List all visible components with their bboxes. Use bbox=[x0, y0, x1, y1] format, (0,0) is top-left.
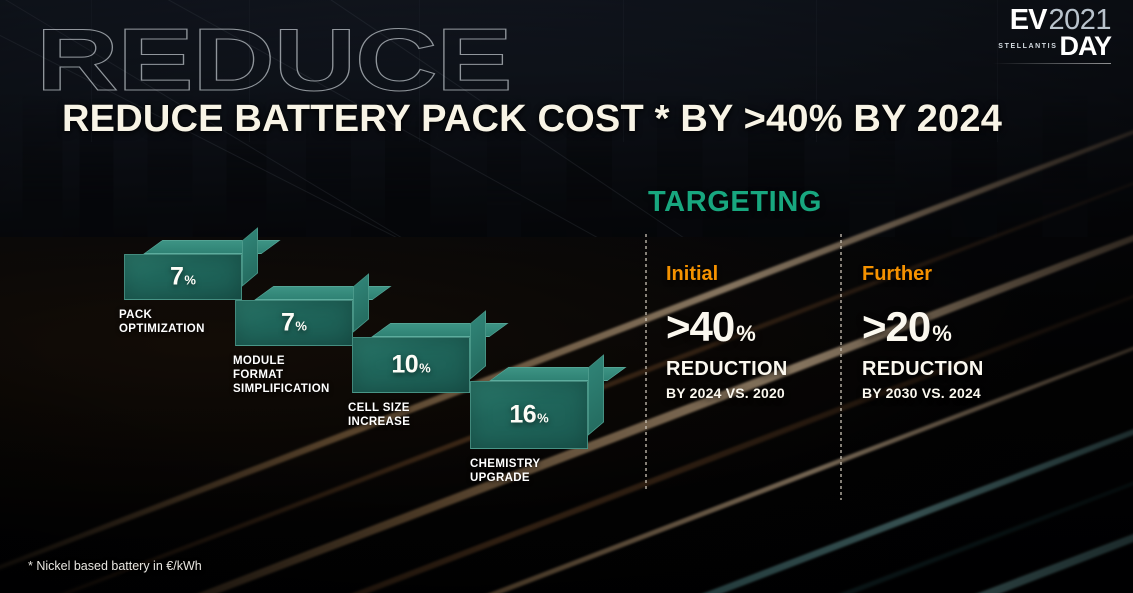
targeting-column-further: Further >20% REDUCTION BY 2030 VS. 2024 bbox=[862, 264, 984, 401]
targeting-kicker: Initial bbox=[666, 263, 719, 285]
targeting-period-label: BY 2030 VS. 2024 bbox=[862, 385, 981, 401]
chart-block-cell-size-increase: 10% CELL SIZE INCREASE bbox=[348, 310, 509, 428]
block-label: PACK OPTIMIZATION bbox=[119, 309, 205, 336]
targeting-heading: TARGETING bbox=[648, 186, 823, 218]
ev-day-logo: EV 2021 STELLANTIS DAY bbox=[993, 4, 1112, 64]
logo-year-text: 2021 bbox=[1048, 4, 1111, 36]
targeting-kicker: Further bbox=[862, 263, 932, 285]
block-value: 7% bbox=[235, 308, 353, 337]
block-value-number: 10 bbox=[391, 350, 419, 379]
block-box: 10% bbox=[352, 310, 509, 393]
cost-reduction-staircase-chart: 7% PACK OPTIMIZATION 7% MODULE FORMAT SI… bbox=[0, 0, 640, 520]
block-value-unit: % bbox=[295, 318, 307, 334]
block-value-number: 7 bbox=[281, 308, 295, 337]
block-value: 10% bbox=[352, 350, 470, 379]
block-value-unit: % bbox=[184, 272, 196, 288]
logo-stellantis-text: STELLANTIS bbox=[998, 43, 1058, 50]
targeting-value: >40% bbox=[666, 306, 788, 348]
targeting-value-unit: % bbox=[932, 321, 952, 346]
block-front-face bbox=[235, 300, 353, 346]
targeting-column-initial: Initial >40% REDUCTION BY 2024 VS. 2020 bbox=[666, 264, 788, 401]
block-side-face bbox=[353, 273, 369, 333]
block-side-face bbox=[588, 354, 604, 436]
targeting-reduction-label: REDUCTION bbox=[862, 358, 984, 380]
block-label: CELL SIZE INCREASE bbox=[348, 402, 411, 429]
block-value-unit: % bbox=[537, 410, 549, 426]
targeting-value-unit: % bbox=[736, 321, 756, 346]
block-label: CHEMISTRY UPGRADE bbox=[470, 458, 541, 485]
chart-block-pack-optimization: 7% PACK OPTIMIZATION bbox=[119, 227, 281, 335]
block-top-face bbox=[371, 323, 509, 337]
targeting-value: >20% bbox=[862, 306, 984, 348]
targeting-period-label: BY 2024 VS. 2020 bbox=[666, 385, 785, 401]
block-box: 7% bbox=[124, 227, 281, 300]
block-top-face bbox=[489, 367, 627, 381]
block-side-face bbox=[470, 310, 486, 380]
block-front-face bbox=[124, 254, 242, 300]
block-box: 7% bbox=[235, 273, 392, 346]
page-title: REDUCE BATTERY PACK COST * BY >40% BY 20… bbox=[62, 98, 1003, 140]
block-box: 16% bbox=[470, 354, 627, 449]
block-side-face bbox=[242, 227, 258, 287]
footnote: * Nickel based battery in €/kWh bbox=[28, 559, 202, 573]
block-value-unit: % bbox=[419, 360, 431, 376]
targeting-value-number: >40 bbox=[666, 303, 735, 350]
logo-day-text: DAY bbox=[1059, 31, 1112, 61]
divider-right-dotted bbox=[840, 234, 842, 500]
block-label: MODULE FORMAT SIMPLIFICATION bbox=[233, 355, 330, 396]
targeting-reduction-label: REDUCTION bbox=[666, 358, 788, 380]
block-value: 16% bbox=[470, 400, 588, 429]
chart-block-module-format-simplification: 7% MODULE FORMAT SIMPLIFICATION bbox=[233, 273, 392, 395]
block-top-face bbox=[143, 240, 281, 254]
chart-block-chemistry-upgrade: 16% CHEMISTRY UPGRADE bbox=[470, 354, 627, 484]
block-top-face bbox=[254, 286, 392, 300]
logo-bottom-row: STELLANTIS DAY bbox=[993, 31, 1112, 61]
logo-underline bbox=[993, 63, 1111, 64]
block-front-face bbox=[470, 381, 588, 449]
block-value: 7% bbox=[124, 262, 242, 291]
logo-top-row: EV 2021 bbox=[993, 4, 1112, 36]
divider-left-dotted bbox=[645, 234, 647, 490]
block-value-number: 16 bbox=[509, 400, 537, 429]
block-front-face bbox=[352, 337, 470, 393]
targeting-value-number: >20 bbox=[862, 303, 931, 350]
block-value-number: 7 bbox=[170, 262, 184, 291]
logo-ev-text: EV bbox=[1009, 4, 1048, 36]
